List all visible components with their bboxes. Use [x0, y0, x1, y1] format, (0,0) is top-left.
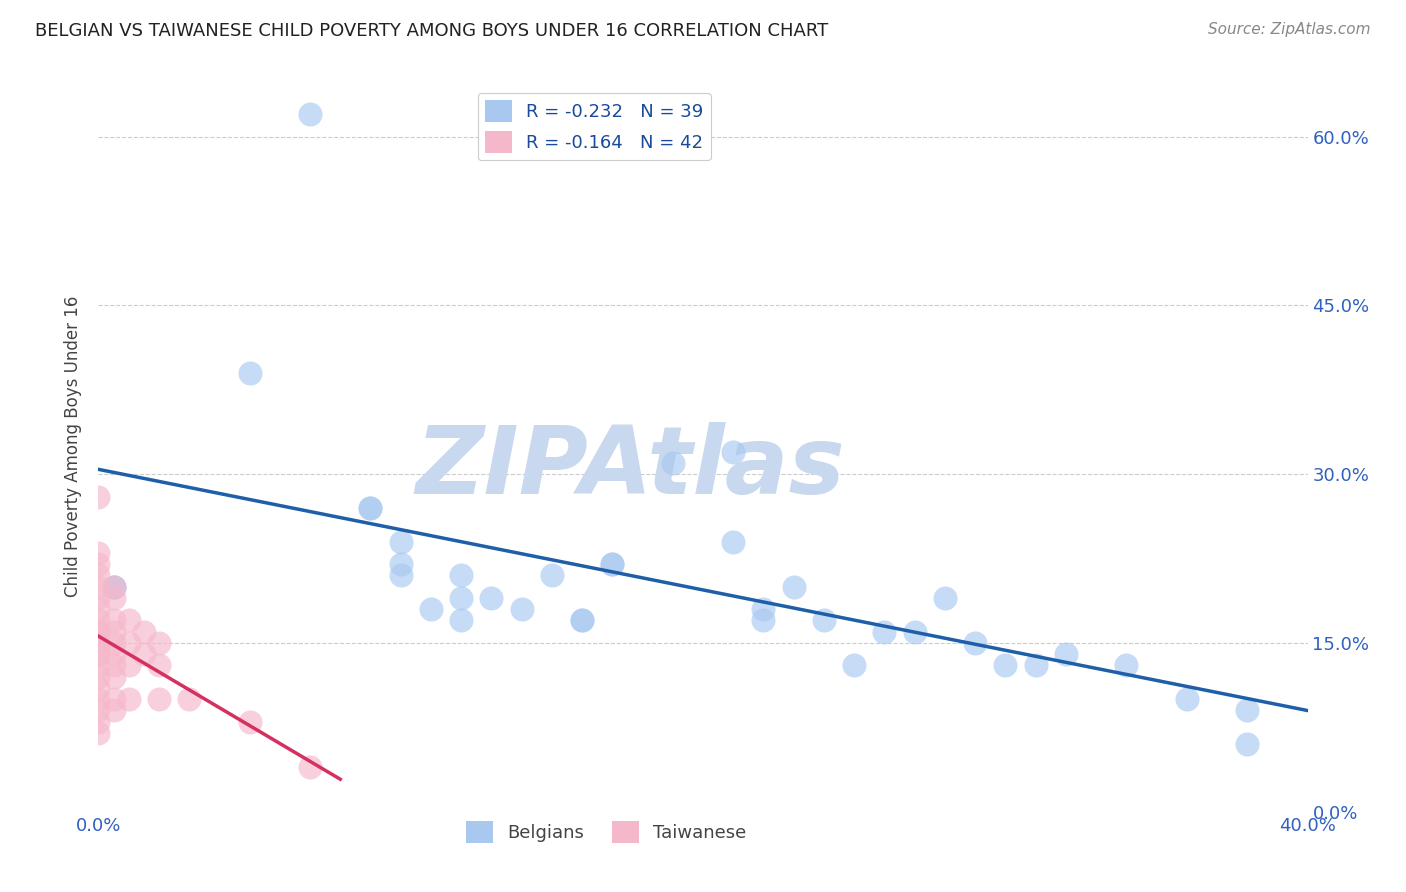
- Point: [103, 580, 125, 594]
- Point: [783, 580, 806, 594]
- Point: [934, 591, 956, 605]
- Point: [87, 546, 110, 560]
- Point: [103, 670, 125, 684]
- Point: [103, 636, 125, 650]
- Point: [103, 580, 125, 594]
- Point: [239, 714, 262, 729]
- Point: [148, 636, 170, 650]
- Point: [87, 670, 110, 684]
- Point: [87, 681, 110, 695]
- Point: [118, 658, 141, 673]
- Point: [723, 444, 745, 458]
- Point: [360, 500, 382, 515]
- Point: [904, 624, 927, 639]
- Point: [661, 456, 683, 470]
- Point: [103, 591, 125, 605]
- Point: [132, 647, 155, 661]
- Point: [1175, 692, 1198, 706]
- Point: [450, 614, 472, 628]
- Point: [87, 490, 110, 504]
- Point: [87, 726, 110, 740]
- Point: [103, 647, 125, 661]
- Point: [118, 636, 141, 650]
- Point: [450, 568, 472, 582]
- Point: [420, 602, 443, 616]
- Point: [87, 602, 110, 616]
- Point: [103, 614, 125, 628]
- Point: [87, 714, 110, 729]
- Point: [723, 534, 745, 549]
- Point: [571, 614, 593, 628]
- Point: [239, 366, 262, 380]
- Point: [481, 591, 503, 605]
- Point: [571, 614, 593, 628]
- Point: [299, 760, 322, 774]
- Point: [389, 534, 412, 549]
- Point: [389, 557, 412, 571]
- Point: [148, 692, 170, 706]
- Point: [87, 692, 110, 706]
- Point: [103, 703, 125, 717]
- Point: [873, 624, 896, 639]
- Point: [148, 658, 170, 673]
- Point: [540, 568, 562, 582]
- Legend: Belgians, Taiwanese: Belgians, Taiwanese: [458, 814, 754, 850]
- Point: [1054, 647, 1077, 661]
- Point: [87, 591, 110, 605]
- Point: [132, 624, 155, 639]
- Point: [87, 614, 110, 628]
- Point: [179, 692, 201, 706]
- Y-axis label: Child Poverty Among Boys Under 16: Child Poverty Among Boys Under 16: [65, 295, 83, 597]
- Point: [87, 647, 110, 661]
- Text: ZIPAtlas: ZIPAtlas: [416, 422, 845, 514]
- Point: [87, 703, 110, 717]
- Point: [87, 568, 110, 582]
- Point: [87, 647, 110, 661]
- Point: [118, 692, 141, 706]
- Point: [1115, 658, 1137, 673]
- Point: [299, 107, 322, 121]
- Point: [360, 500, 382, 515]
- Point: [118, 614, 141, 628]
- Point: [965, 636, 987, 650]
- Point: [510, 602, 533, 616]
- Point: [1236, 737, 1258, 751]
- Point: [103, 692, 125, 706]
- Point: [87, 557, 110, 571]
- Point: [389, 568, 412, 582]
- Point: [103, 624, 125, 639]
- Point: [844, 658, 866, 673]
- Point: [103, 580, 125, 594]
- Point: [602, 557, 624, 571]
- Point: [752, 602, 775, 616]
- Point: [813, 614, 835, 628]
- Text: Source: ZipAtlas.com: Source: ZipAtlas.com: [1208, 22, 1371, 37]
- Point: [1236, 703, 1258, 717]
- Point: [87, 624, 110, 639]
- Point: [87, 580, 110, 594]
- Point: [87, 658, 110, 673]
- Point: [994, 658, 1017, 673]
- Point: [87, 624, 110, 639]
- Point: [752, 614, 775, 628]
- Point: [1024, 658, 1046, 673]
- Point: [450, 591, 472, 605]
- Point: [87, 636, 110, 650]
- Point: [602, 557, 624, 571]
- Point: [103, 658, 125, 673]
- Text: BELGIAN VS TAIWANESE CHILD POVERTY AMONG BOYS UNDER 16 CORRELATION CHART: BELGIAN VS TAIWANESE CHILD POVERTY AMONG…: [35, 22, 828, 40]
